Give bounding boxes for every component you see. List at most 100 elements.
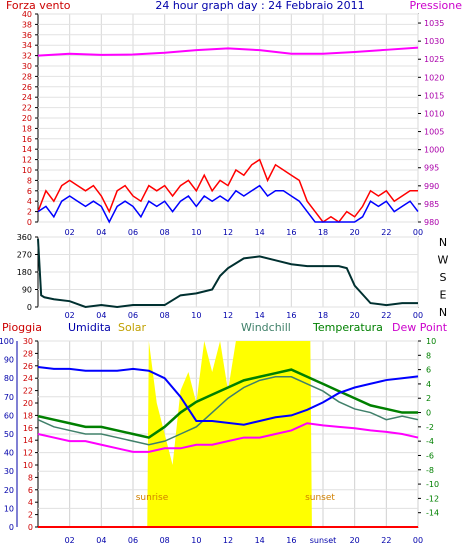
wind-avg-line <box>37 184 419 224</box>
panel3-title-solar: Solar <box>118 321 147 334</box>
panel2-x-tick-label: 06 <box>128 311 138 320</box>
pressure-line <box>37 46 419 57</box>
rain-axis-label: 28 <box>23 349 33 358</box>
wind-axis-label: 28 <box>22 72 32 81</box>
humidity-axis-label: 40 <box>4 449 14 458</box>
panel3-x-tick-label: 02 <box>65 536 75 545</box>
panel1-left-title: Forza vento <box>6 0 71 12</box>
humidity-axis-label: 80 <box>4 374 14 383</box>
wind-axis-label: 8 <box>27 176 32 185</box>
wind-axis-label: 2 <box>27 208 32 217</box>
sunrise-label: sunrise <box>136 493 169 503</box>
panel1-axes: 0246810121416182022242628303234363840980… <box>22 10 445 237</box>
pressure-axis-label: 995 <box>424 164 439 173</box>
humidity-axis-label: 0 <box>9 523 14 532</box>
panel3-x-tick-label: 10 <box>191 536 201 545</box>
rain-axis-label: 6 <box>28 486 33 495</box>
rain-axis-label: 20 <box>23 399 33 408</box>
rain-axis-label: 4 <box>28 498 33 507</box>
panel1-x-tick-label: 10 <box>191 228 201 237</box>
temperature-line <box>37 368 418 439</box>
wind-axis-label: 30 <box>22 62 32 71</box>
wind-axis-label: 24 <box>22 93 32 102</box>
pressure-axis-label: 1010 <box>424 109 444 118</box>
rain-axis-label: 0 <box>28 523 33 532</box>
wind-axis-label: 34 <box>22 41 32 50</box>
panel1-x-tick-label: 08 <box>160 228 170 237</box>
temperature-axis-label: -10 <box>426 480 439 489</box>
sunset-label: sunset <box>305 493 335 503</box>
temperature-axis-label: 8 <box>426 351 431 360</box>
panel2-x-tick-label: 04 <box>96 311 106 320</box>
windchill-line <box>37 376 419 446</box>
wind-axis-label: 12 <box>22 156 32 165</box>
panel1-center-title: 24 hour graph day : 24 Febbraio 2011 <box>155 0 364 12</box>
wind-axis-label: 4 <box>27 197 32 206</box>
temperature-axis-label: 0 <box>426 409 431 418</box>
panel1-x-tick-label: 16 <box>286 228 296 237</box>
temperature-axis-label: -6 <box>426 451 434 460</box>
pressure-axis-label: 1005 <box>424 128 444 137</box>
wind-axis-label: 32 <box>22 52 32 61</box>
panel1-series <box>37 46 419 224</box>
humidity-axis-label: 90 <box>4 356 14 365</box>
panel1-x-tick-label: 06 <box>128 228 138 237</box>
humidity-line <box>37 366 419 426</box>
direction-compass-label: S <box>440 271 447 284</box>
panel2-x-tick-label: 00 <box>413 311 423 320</box>
wind-direction-line <box>37 238 418 309</box>
panel2-x-tick-label: 16 <box>286 311 296 320</box>
solar-area <box>38 341 418 527</box>
wind-axis-label: 10 <box>22 166 32 175</box>
panel3-series <box>37 341 419 528</box>
wind-axis-label: 36 <box>22 31 32 40</box>
panel3-x-tick-label: 00 <box>413 536 423 545</box>
pressure-axis-label: 990 <box>424 182 439 191</box>
pressure-axis-label: 1015 <box>424 91 444 100</box>
panel3-x-tick-label: 22 <box>381 536 391 545</box>
direction-axis-label: 360 <box>17 233 32 242</box>
panel2-x-tick-label: 22 <box>381 311 391 320</box>
temperature-axis-label: 2 <box>426 394 431 403</box>
rain-axis-label: 16 <box>23 424 33 433</box>
wind-axis-label: 14 <box>22 145 32 154</box>
direction-axis-label: 270 <box>17 251 32 260</box>
wind-axis-label: 20 <box>22 114 32 123</box>
wind-axis-label: 40 <box>22 10 32 19</box>
humidity-axis-label: 50 <box>4 430 14 439</box>
panel2-x-tick-label: 18 <box>318 311 328 320</box>
temperature-axis-label: -8 <box>426 466 434 475</box>
panel1-x-tick-label: 02 <box>65 228 75 237</box>
panel2-x-tick-label: 10 <box>191 311 201 320</box>
panel3-title-temperature: Temperatura <box>312 321 383 334</box>
temperature-axis-label: -14 <box>426 509 439 518</box>
wind-axis-label: 0 <box>27 218 32 227</box>
wind-speed-line <box>37 158 418 224</box>
panel3-x-tick-label: sunset <box>310 536 337 545</box>
wind-axis-label: 6 <box>27 187 32 196</box>
rain-axis-label: 14 <box>23 436 33 445</box>
temperature-axis-label: 10 <box>426 337 436 346</box>
rain-axis-label: 24 <box>23 374 33 383</box>
pressure-axis-label: 1025 <box>424 55 444 64</box>
panel2-x-tick-label: 20 <box>350 311 360 320</box>
panel1-x-tick-label: 18 <box>318 228 328 237</box>
humidity-axis-label: 20 <box>4 486 14 495</box>
rain-axis-label: 8 <box>28 473 33 482</box>
wind-axis-label: 16 <box>22 135 32 144</box>
dewpoint-line <box>37 422 419 453</box>
panel2-x-tick-label: 02 <box>65 311 75 320</box>
panel1-x-tick-label: 20 <box>350 228 360 237</box>
direction-compass-label: N <box>439 236 447 249</box>
temperature-axis-label: -4 <box>426 437 434 446</box>
direction-axis-label: 180 <box>17 268 32 277</box>
humidity-axis-label: 10 <box>4 504 14 513</box>
humidity-axis-label: 70 <box>4 393 14 402</box>
direction-axis-label: 0 <box>27 303 32 312</box>
panel1-x-tick-label: 22 <box>381 228 391 237</box>
direction-compass-label: N <box>439 306 447 319</box>
wind-axis-label: 22 <box>22 104 32 113</box>
panel2-x-tick-label: 08 <box>160 311 170 320</box>
panel3-x-tick-label: 14 <box>255 536 265 545</box>
wind-axis-label: 38 <box>22 20 32 29</box>
